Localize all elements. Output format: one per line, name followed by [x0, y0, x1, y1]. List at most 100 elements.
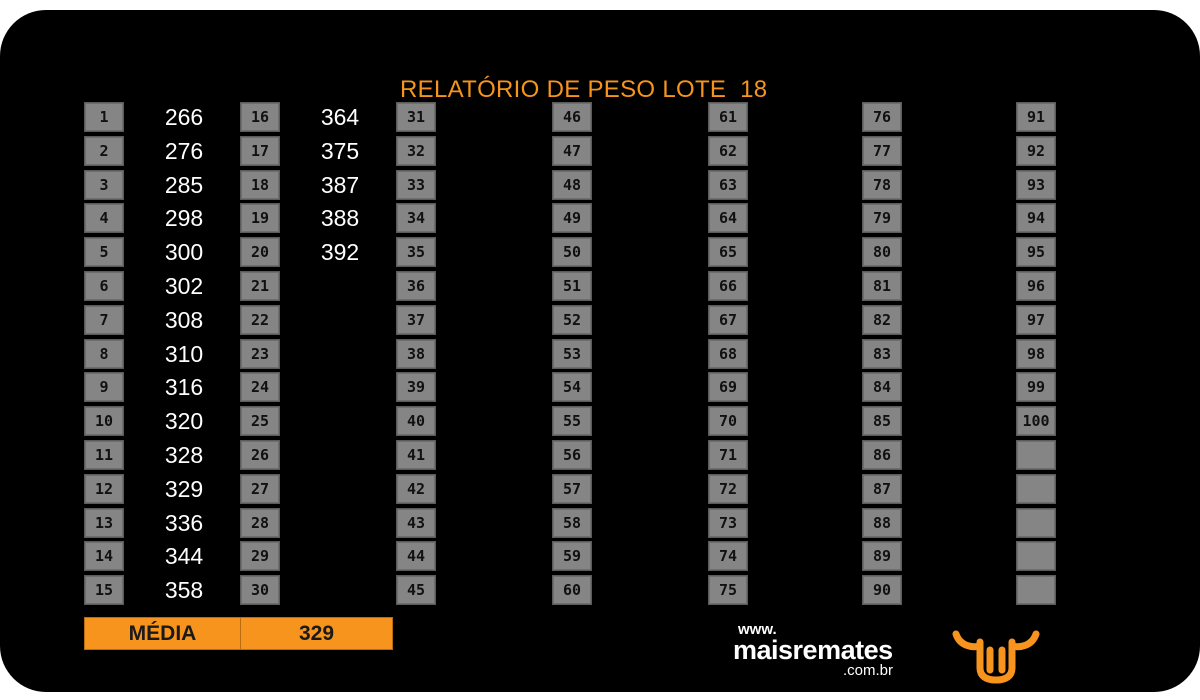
lot-number: 43 — [396, 507, 436, 538]
lot-number — [1016, 507, 1056, 538]
lot-weight: 310 — [164, 340, 204, 367]
lot-number: 10 — [84, 406, 124, 437]
lot-number: 86 — [862, 440, 902, 470]
lot-number: 94 — [1016, 203, 1056, 234]
lot-number: 63 — [708, 169, 748, 200]
lot-number: 64 — [708, 203, 748, 234]
lot-number: 73 — [708, 507, 748, 538]
lot-number: 3 — [84, 169, 124, 200]
lot-number: 49 — [552, 203, 592, 234]
lot-number: 17 — [240, 135, 280, 166]
lot-number: 57 — [552, 473, 592, 504]
average-label: MÉDIA — [84, 617, 241, 650]
lot-number: 7 — [84, 304, 124, 335]
lot-number: 88 — [862, 507, 902, 538]
lot-number: 91 — [1016, 102, 1056, 132]
lot-number: 67 — [708, 304, 748, 335]
lot-weight: 388 — [320, 205, 360, 232]
lot-number: 85 — [862, 406, 902, 437]
lot-number: 79 — [862, 203, 902, 234]
lot-number: 33 — [396, 169, 436, 200]
lot-number: 92 — [1016, 135, 1056, 166]
lot-number: 80 — [862, 237, 902, 268]
lot-number: 22 — [240, 304, 280, 335]
lot-number: 89 — [862, 541, 902, 572]
report-title: RELATÓRIO DE PESO LOTE 18 — [400, 76, 768, 103]
lot-number: 81 — [862, 271, 902, 301]
lot-number: 53 — [552, 338, 592, 369]
lot-number: 13 — [84, 507, 124, 538]
lot-number: 45 — [396, 575, 436, 606]
lot-number: 93 — [1016, 169, 1056, 200]
lot-number: 14 — [84, 541, 124, 572]
lot-number: 75 — [708, 575, 748, 606]
lot-number: 38 — [396, 338, 436, 369]
lot-weight: 336 — [164, 509, 204, 536]
lot-number: 87 — [862, 473, 902, 504]
lot-number: 27 — [240, 473, 280, 504]
site-tld: .com.br — [843, 662, 894, 679]
lot-number: 51 — [552, 271, 592, 301]
lot-weight: 387 — [320, 171, 360, 198]
lot-number: 25 — [240, 406, 280, 437]
lot-number: 11 — [84, 440, 124, 470]
lot-number: 31 — [396, 102, 436, 132]
lot-number: 84 — [862, 372, 902, 403]
lot-number: 90 — [862, 575, 902, 606]
lot-weight: 316 — [164, 374, 204, 401]
lot-number: 32 — [396, 135, 436, 166]
lot-number: 23 — [240, 338, 280, 369]
lot-weight: 364 — [320, 104, 360, 130]
lot-weight: 358 — [164, 577, 204, 604]
lot-number: 61 — [708, 102, 748, 132]
lot-number: 60 — [552, 575, 592, 606]
lot-number: 37 — [396, 304, 436, 335]
lot-number: 29 — [240, 541, 280, 572]
lot-number: 72 — [708, 473, 748, 504]
lot-number: 39 — [396, 372, 436, 403]
lot-number: 99 — [1016, 372, 1056, 403]
lot-number: 20 — [240, 237, 280, 268]
lot-number: 40 — [396, 406, 436, 437]
lot-number: 6 — [84, 271, 124, 301]
lot-number: 28 — [240, 507, 280, 538]
lot-weight: 329 — [164, 475, 204, 502]
lot-weight: 285 — [164, 171, 204, 198]
lot-number: 83 — [862, 338, 902, 369]
lot-number: 50 — [552, 237, 592, 268]
lot-number — [1016, 575, 1056, 606]
lot-number: 69 — [708, 372, 748, 403]
lot-number: 5 — [84, 237, 124, 268]
lot-number: 15 — [84, 575, 124, 606]
lot-number: 8 — [84, 338, 124, 369]
lot-number: 18 — [240, 169, 280, 200]
lot-weight: 344 — [164, 543, 204, 570]
lot-number: 59 — [552, 541, 592, 572]
lot-weight: 328 — [164, 442, 204, 468]
lot-number: 30 — [240, 575, 280, 606]
lot-weight: 375 — [320, 137, 360, 164]
lot-weight: 276 — [164, 137, 204, 164]
lot-number: 21 — [240, 271, 280, 301]
lot-number: 19 — [240, 203, 280, 234]
lot-number: 82 — [862, 304, 902, 335]
lot-number: 78 — [862, 169, 902, 200]
site-www: www. — [738, 621, 777, 638]
lot-number: 1 — [84, 102, 124, 132]
lot-number: 46 — [552, 102, 592, 132]
lot-number: 100 — [1016, 406, 1056, 437]
lot-number: 55 — [552, 406, 592, 437]
lot-number: 54 — [552, 372, 592, 403]
lot-weight: 298 — [164, 205, 204, 232]
lot-number: 95 — [1016, 237, 1056, 268]
lot-number: 36 — [396, 271, 436, 301]
lot-number: 12 — [84, 473, 124, 504]
site-name: maisremates — [733, 635, 893, 665]
lot-weight: 300 — [164, 239, 204, 266]
lot-weight: 266 — [164, 104, 204, 130]
lot-number: 26 — [240, 440, 280, 470]
lot-number: 42 — [396, 473, 436, 504]
lot-number: 68 — [708, 338, 748, 369]
lot-number — [1016, 541, 1056, 572]
lot-number: 65 — [708, 237, 748, 268]
